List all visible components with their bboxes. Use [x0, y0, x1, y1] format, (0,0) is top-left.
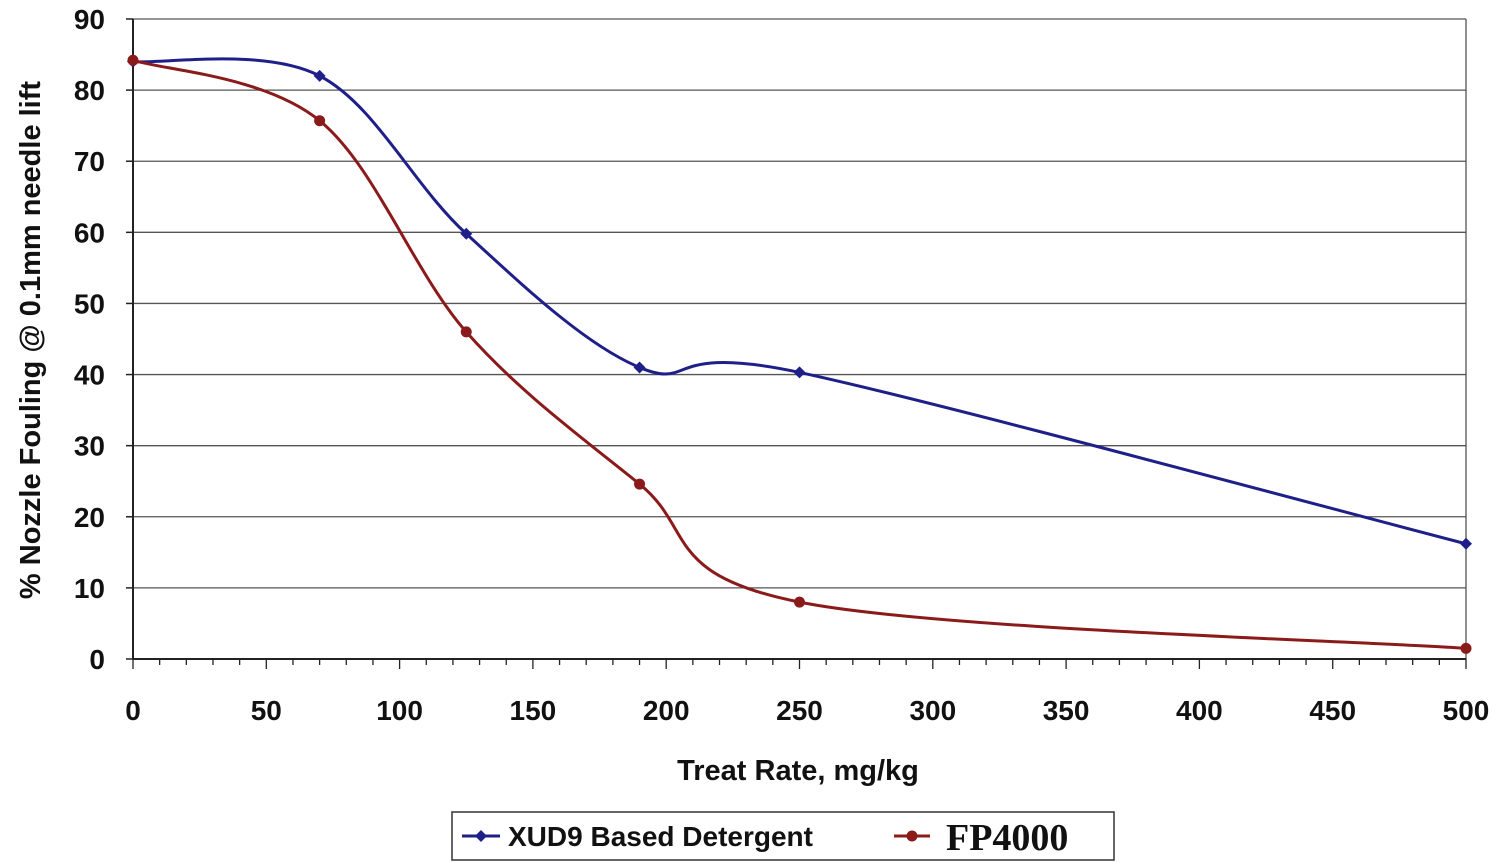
y-tick-label-40: 40 [74, 360, 105, 391]
data-point-xud9-based-detergent-190 [633, 361, 646, 374]
data-point-xud9-based-detergent-70 [313, 69, 326, 82]
x-minor-ticks [126, 18, 1467, 669]
data-point-xud9-based-detergent-125 [460, 227, 473, 240]
gridlines [133, 18, 1467, 659]
x-tick-label-350: 350 [1043, 695, 1090, 726]
data-point-fp4000-250 [794, 596, 805, 608]
x-tick-label-450: 450 [1309, 695, 1356, 726]
legend-label-xud9: XUD9 Based Detergent [508, 821, 813, 852]
y-tick-label-30: 30 [74, 431, 105, 462]
axes [132, 19, 1466, 660]
x-tick-label-150: 150 [510, 695, 557, 726]
x-tick-label-400: 400 [1176, 695, 1223, 726]
legend-label-fp4000: FP4000 [946, 817, 1068, 859]
legend: XUD9 Based Detergent FP4000 [451, 811, 1115, 861]
x-tick-label-250: 250 [776, 695, 823, 726]
data-point-fp4000-70 [314, 115, 326, 127]
y-tick-label-90: 90 [74, 4, 105, 35]
series-line-fp4000 [132, 58, 1467, 650]
x-tick-label-200: 200 [643, 695, 690, 726]
x-tick-labels: 0 50 100 150 200 250 300 350 400 450 500 [125, 695, 1489, 726]
y-tick-label-10: 10 [74, 573, 105, 604]
y-tick-label-50: 50 [74, 288, 105, 319]
data-point-fp4000-190 [634, 478, 646, 490]
x-tick-label-50: 50 [251, 695, 282, 726]
y-tick-label-80: 80 [74, 75, 105, 106]
data-point-xud9-based-detergent-500 [1460, 537, 1472, 550]
x-tick-label-500: 500 [1443, 695, 1490, 726]
y-tick-label-20: 20 [74, 502, 105, 533]
legend-marker-circle-icon [906, 830, 918, 842]
y-tick-labels: 0 10 20 30 40 50 60 70 80 90 [74, 4, 105, 675]
x-tick-label-100: 100 [376, 695, 423, 726]
data-point-fp4000-500 [1460, 642, 1472, 654]
data-point-xud9-based-detergent-250 [793, 366, 806, 379]
x-tick-label-300: 300 [909, 695, 956, 726]
data-point-fp4000-125 [460, 326, 472, 338]
y-tick-label-70: 70 [74, 146, 105, 177]
legend-box [451, 811, 1115, 861]
y-tick-label-60: 60 [74, 217, 105, 248]
x-tick-label-0: 0 [125, 695, 141, 726]
x-axis-title: Treat Rate, mg/kg [677, 755, 919, 787]
y-axis-title: % Nozzle Fouling @ 0.1mm needle lift [15, 81, 47, 599]
legend-marker-diamond-icon [475, 830, 487, 842]
data-point-fp4000-0 [127, 54, 139, 66]
y-tick-label-0: 0 [89, 644, 105, 675]
series-group [127, 54, 1472, 654]
